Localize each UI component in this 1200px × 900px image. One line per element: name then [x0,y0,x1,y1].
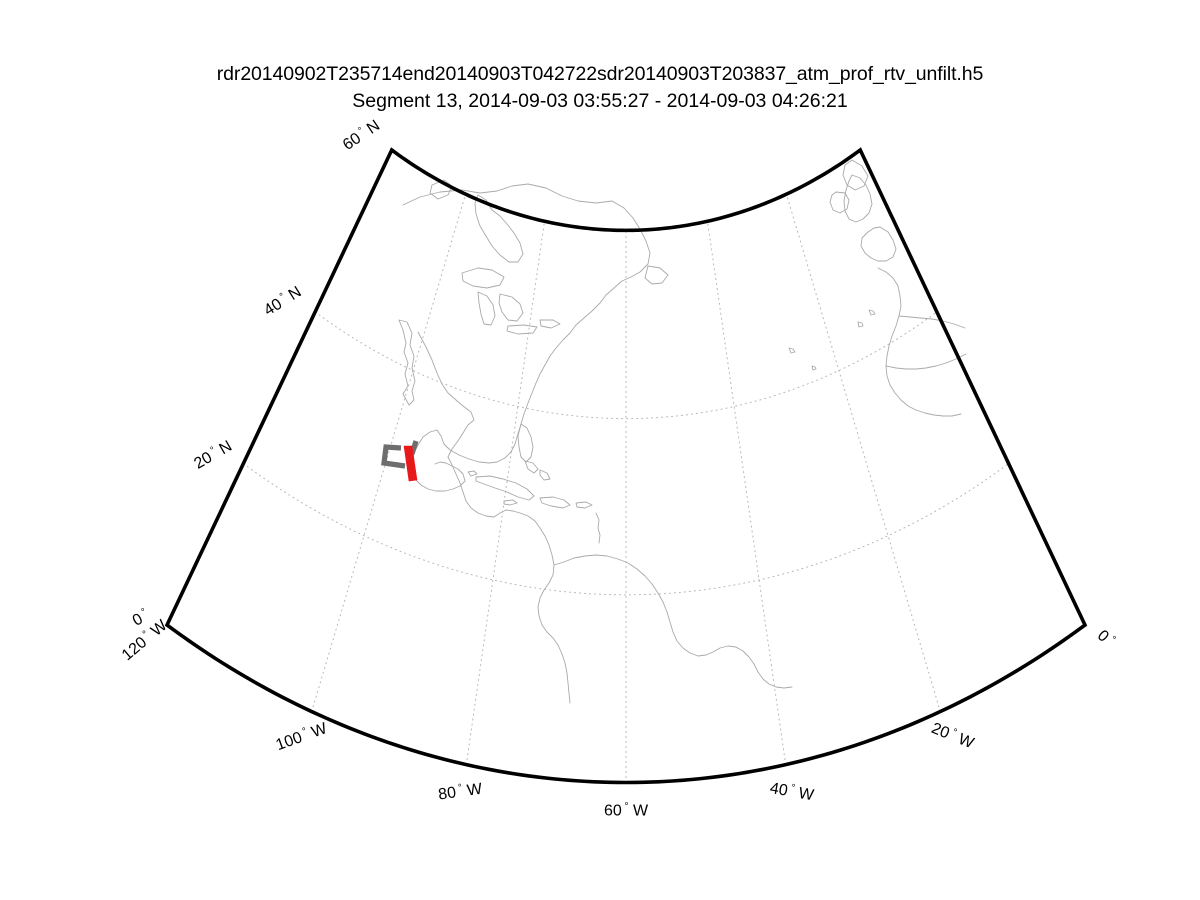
map-boundary [164,147,1088,785]
coast-atlantic-islands [788,347,817,371]
coast-puerto-rico [575,501,593,509]
tick-label-lon-80w: 80 ° W [437,779,484,804]
coast-central-america [447,456,521,518]
coastline-group [398,159,967,704]
tick-label-lon-60w: 60 ° W [604,801,649,820]
coast-great-lakes-superior [461,267,505,289]
coast-mexico-east [411,429,466,492]
coast-canary-cape-verde [857,309,876,328]
tick-label-lat-40n: 40 ° N [260,282,304,319]
coast-canada-north [429,179,453,200]
coast-brazil-north [553,554,699,657]
coast-great-lakes-michigan-huron [477,291,524,326]
map-boundary-group [164,147,1088,785]
swath-overlay-group [381,440,419,482]
tick-label-lon-40w: 40 ° W [769,779,817,805]
tick-label-lon-120w: 120 ° W [118,615,171,664]
coast-greenland-iceland-edge [842,159,869,191]
coast-south-america-interior [557,644,571,704]
coast-hudson-bay [474,194,524,263]
gridline-parallel-20n [242,463,1010,596]
coast-ireland [829,191,850,214]
coast-jamaica [503,499,518,506]
swath-gray-track [381,444,406,469]
gridline-meridian-20w [785,193,941,713]
coast-newfoundland-island [644,265,669,285]
coast-west-africa [877,267,962,417]
coast-usa-east [488,302,601,464]
graticule-group [242,193,1010,783]
coast-bahamas [524,460,551,481]
coast-west-usa [417,331,475,458]
coast-florida [517,423,534,463]
coast-lesser-antilles [595,512,601,544]
page-subtitle: Segment 13, 2014-09-03 03:55:27 - 2014-0… [352,90,848,112]
coast-great-lakes-erie-ontario [506,319,561,335]
tick-label-lat-20n: 20 ° N [191,436,235,472]
coast-cuba [475,475,535,501]
coast-iberia-france [860,226,897,262]
tick-label-group: 120 ° W 100 ° W 80 ° W 60 ° W 40 ° W 20 ° W 0 … [118,116,1118,820]
coast-africa-gulf-guinea [885,353,967,370]
title-block: rdr20140902T235714end20140903T042722sdr2… [0,62,1200,114]
coast-canada-arctic-line [402,183,613,206]
coast-brazil-northeast [697,645,793,689]
tick-label-lon-20w: 20 ° W [929,719,978,753]
tick-label-lat-60n: 60 ° N [339,116,383,154]
tick-label-lon-0: 0 ° [1094,626,1118,650]
gridline-meridian-40w [707,220,787,766]
swath-red-polygon [403,445,418,482]
coast-north-america [398,319,416,406]
coast-africa-sahara-interior [898,315,966,329]
coast-labrador-newfoundland [599,200,651,304]
coast-hispaniola [539,496,571,509]
tick-label-lon-100w: 100 ° W [273,718,330,754]
coast-british-isles [843,174,873,223]
page-title: rdr20140902T235714end20140903T042722sdr2… [216,63,984,85]
gridline-meridian-80w [465,220,545,766]
coast-gulf-mexico-north [436,429,490,464]
coast-yucatan-inner [434,461,453,467]
gridline-meridian-100w [311,193,467,713]
coast-panama-colombia [519,512,559,646]
coast-cuba-small-isle [467,470,478,477]
